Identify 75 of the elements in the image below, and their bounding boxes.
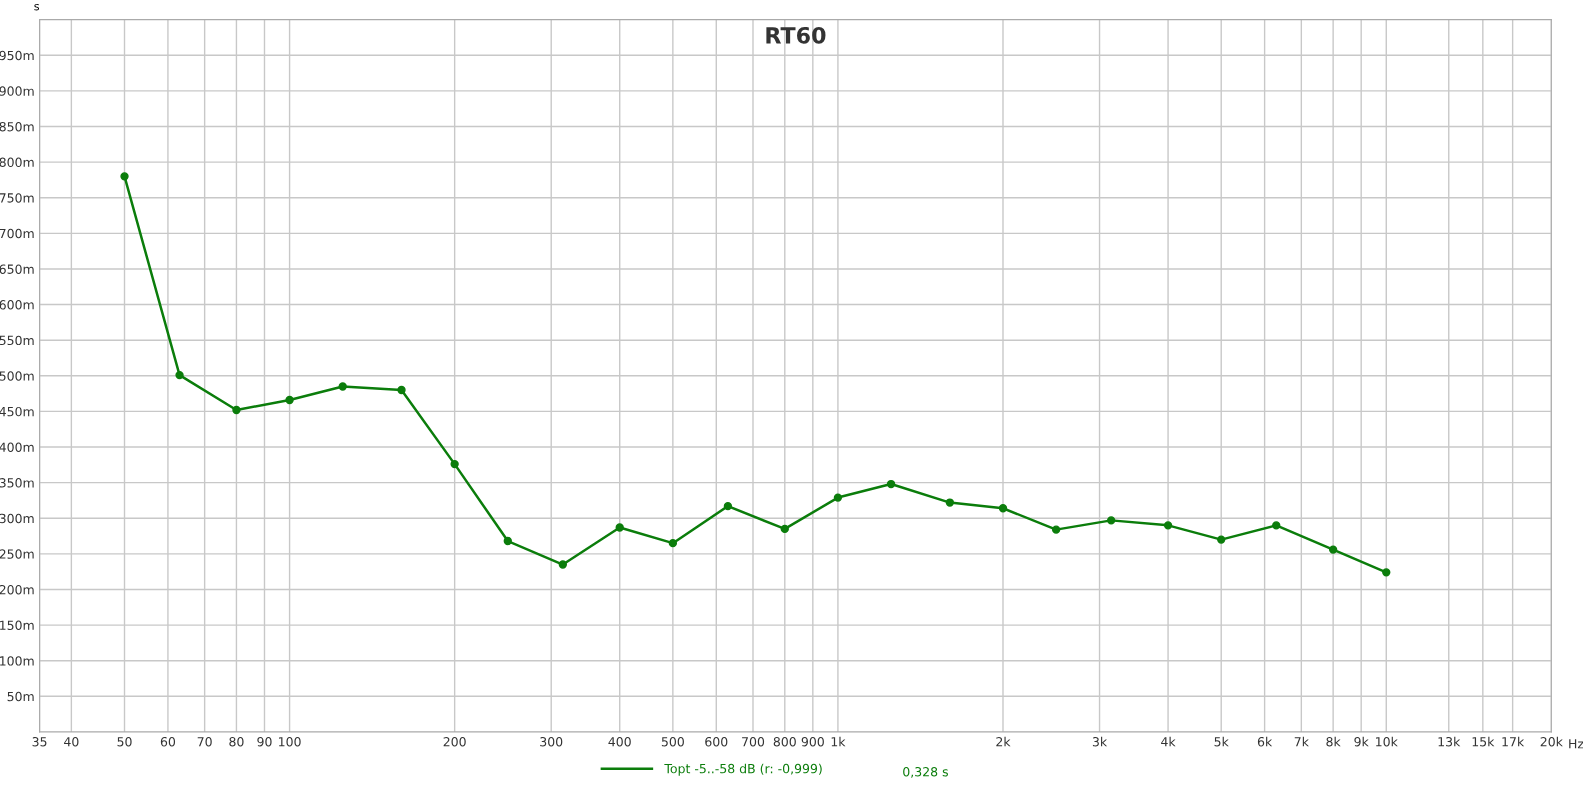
point <box>1272 521 1281 530</box>
y-tick-label: 400m <box>0 442 34 452</box>
x-tick-label: 60 <box>160 736 176 747</box>
x-tick-label: 4k <box>1161 736 1176 747</box>
point <box>1107 516 1116 525</box>
x-tick-label: 10k <box>1376 736 1398 747</box>
y-tick-label: 500m <box>0 371 34 381</box>
y-tick-label: 900m <box>0 86 34 96</box>
x-tick-label: 70 <box>197 736 212 747</box>
point <box>120 172 129 181</box>
x-tick-label: 500 <box>661 736 684 747</box>
x-tick-label: 20k <box>1540 736 1563 747</box>
x-tick-label: 35 <box>32 736 47 747</box>
text: 0,328 s <box>903 767 948 778</box>
y-tick-label: 600m <box>0 300 34 310</box>
point <box>175 370 184 380</box>
y-tick-label: 200m <box>0 584 34 595</box>
y-axis-title: s <box>34 4 40 11</box>
x-tick-label: 3k <box>1092 736 1108 747</box>
chart-title: RT60 <box>766 26 826 44</box>
y-tick-label: 850m <box>0 121 34 132</box>
point <box>998 504 1008 513</box>
point <box>1163 521 1173 530</box>
x-tick-label: 600 <box>705 736 728 747</box>
y-tick-label: 750m <box>0 193 34 203</box>
x-tick-label: 700 <box>742 736 765 747</box>
point <box>1051 525 1061 534</box>
x-tick-label: 100 <box>279 736 301 747</box>
point <box>1217 535 1226 544</box>
point <box>338 382 347 391</box>
y-tick-label: 800m <box>0 157 34 168</box>
y-tick-label: 450m <box>0 406 34 417</box>
point <box>780 524 789 534</box>
point <box>668 539 678 548</box>
x-tick-label: 40 <box>64 736 79 747</box>
x-tick-label: 400 <box>608 736 631 747</box>
y-tick-label: 700m <box>0 228 34 239</box>
point <box>1328 545 1338 554</box>
x-tick-label: 9k <box>1354 736 1369 747</box>
point <box>1382 568 1391 577</box>
x-axis-title: Hz <box>1569 739 1583 749</box>
y-tick-label: 300m <box>0 513 34 524</box>
x-tick-label: 300 <box>540 736 563 747</box>
y-tick-label: 550m <box>0 335 34 346</box>
x-tick-label: 200 <box>443 736 466 747</box>
point <box>450 459 459 469</box>
x-tick-label: 1k <box>831 736 846 747</box>
x-tick-label: 50 <box>117 736 132 747</box>
y-tick-label: 100m <box>0 656 34 666</box>
legend-label: Topt -5..-58 dB (r: -0,999) <box>664 763 822 776</box>
point <box>285 395 294 405</box>
point <box>615 523 624 532</box>
y-tick-label: 150m <box>0 620 34 630</box>
x-tick-label: 800 <box>773 736 796 747</box>
y-tick-label: 650m <box>0 264 34 274</box>
x-tick-label: 13k <box>1438 736 1461 747</box>
x-tick-label: 2k <box>996 736 1011 747</box>
y-tick-label: 350m <box>0 478 34 488</box>
x-tick-label: 900 <box>801 736 824 747</box>
x-tick-label: 6k <box>1257 736 1273 747</box>
x-tick-label: 5k <box>1214 736 1229 747</box>
point <box>886 479 896 489</box>
x-tick-label: 8k <box>1326 736 1341 747</box>
x-tick-label: 17k <box>1502 736 1525 747</box>
x-tick-label: 7k <box>1294 736 1309 747</box>
point <box>723 501 733 511</box>
x-tick-label: 15k <box>1472 736 1495 747</box>
y-tick-label: 50m <box>7 691 34 702</box>
y-tick-label: 250m <box>0 549 34 559</box>
y-tick-label: 950m <box>0 50 34 61</box>
x-tick-label: 80 <box>229 736 244 747</box>
point <box>558 560 567 569</box>
point <box>833 493 843 502</box>
x-tick-label: 90 <box>257 736 272 747</box>
point <box>503 536 512 546</box>
